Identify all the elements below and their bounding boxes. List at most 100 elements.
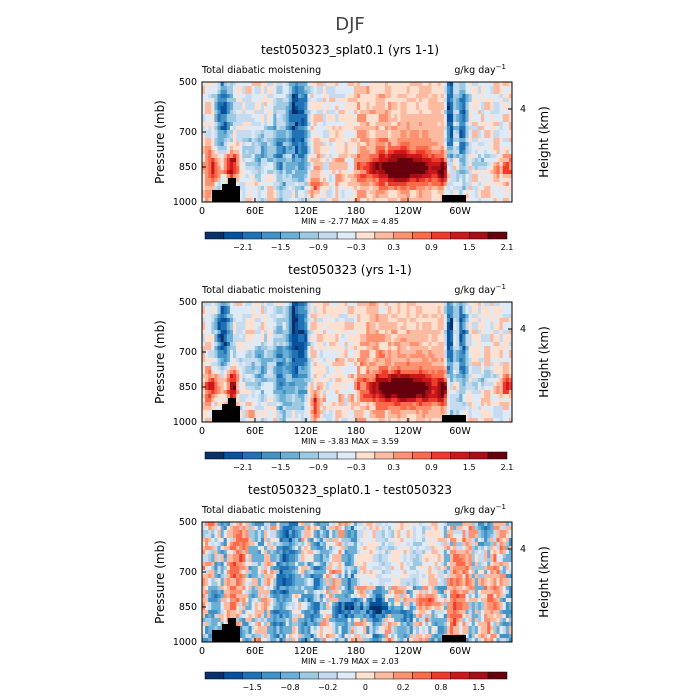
heatmap-cell — [363, 102, 367, 107]
heatmap-cell — [344, 322, 349, 327]
heatmap-cell — [248, 374, 252, 379]
heatmap-cell — [378, 138, 383, 143]
heatmap-cell — [223, 126, 228, 131]
heatmap-cell — [350, 346, 355, 351]
heatmap-cell — [251, 366, 256, 371]
heatmap-cell — [496, 334, 500, 339]
heatmap-cell — [450, 90, 454, 95]
heatmap-cell — [245, 318, 249, 323]
heatmap-cell — [357, 374, 361, 379]
heatmap-cell — [459, 330, 463, 335]
heatmap-cell — [357, 102, 361, 107]
heatmap-cell — [484, 82, 488, 87]
heatmap-cell — [282, 338, 287, 343]
heatmap-cell — [434, 146, 438, 151]
heatmap-cell — [508, 326, 513, 331]
heatmap-cell — [233, 374, 237, 379]
heatmap-cell — [211, 166, 215, 171]
heatmap-cell — [446, 82, 451, 87]
heatmap-cell — [391, 330, 395, 335]
heatmap-cell — [397, 122, 401, 127]
heatmap-cell — [508, 166, 513, 171]
heatmap-cell — [502, 154, 507, 159]
heatmap-cell — [332, 110, 336, 115]
heatmap-cell — [285, 174, 290, 179]
heatmap-cell — [245, 122, 249, 127]
heatmap-cell — [425, 354, 429, 359]
heatmap-cell — [471, 342, 476, 347]
heatmap-cell — [440, 178, 445, 183]
heatmap-cell — [450, 310, 454, 315]
heatmap-cell — [329, 318, 333, 323]
heatmap-cell — [329, 194, 333, 199]
heatmap-cell — [326, 310, 330, 315]
heatmap-cell — [409, 142, 414, 147]
heatmap-cell — [357, 354, 361, 359]
heatmap-cell — [388, 178, 392, 183]
heatmap-cell — [459, 314, 463, 319]
heatmap-cell — [282, 374, 287, 379]
heatmap-cell — [270, 306, 274, 311]
heatmap-cell — [372, 198, 376, 203]
heatmap-cell — [403, 310, 407, 315]
heatmap-cell — [496, 374, 500, 379]
heatmap-cell — [406, 194, 411, 199]
heatmap-cell — [508, 90, 513, 95]
heatmap-cell — [468, 94, 473, 99]
heatmap-cell — [415, 178, 420, 183]
heatmap-cell — [295, 346, 299, 351]
heatmap-cell — [363, 98, 367, 103]
heatmap-cell — [295, 94, 299, 99]
heatmap-cell — [415, 306, 420, 311]
heatmap-cell — [214, 142, 218, 147]
heatmap-cell — [508, 138, 513, 143]
heatmap-cell — [202, 154, 206, 159]
heatmap-cell — [260, 106, 265, 111]
heatmap-cell — [335, 334, 339, 339]
heatmap-cell — [450, 158, 454, 163]
heatmap-cell — [322, 362, 327, 367]
heatmap-cell — [205, 194, 209, 199]
heatmap-cell — [381, 302, 386, 307]
heatmap-cell — [484, 150, 488, 155]
heatmap-cell — [344, 302, 349, 307]
heatmap-cell — [291, 318, 296, 323]
heatmap-cell — [316, 146, 321, 151]
heatmap-cell — [233, 150, 237, 155]
heatmap-cell — [298, 190, 302, 195]
heatmap-cell — [394, 370, 398, 375]
heatmap-cell — [419, 94, 423, 99]
heatmap-cell — [481, 126, 485, 131]
heatmap-cell — [375, 334, 380, 339]
heatmap-cell — [267, 106, 271, 111]
heatmap-cell — [388, 354, 392, 359]
heatmap-cell — [400, 334, 404, 339]
heatmap-cell — [487, 342, 491, 347]
heatmap-cell — [335, 350, 339, 355]
heatmap-cell — [338, 98, 342, 103]
heatmap-cell — [338, 374, 342, 379]
heatmap-cell — [276, 342, 280, 347]
heatmap-cell — [369, 358, 373, 363]
heatmap-cell — [301, 126, 305, 131]
x-tick-label: 120E — [294, 206, 318, 217]
heatmap-cell — [419, 130, 423, 135]
heatmap-cell — [388, 162, 392, 167]
heatmap-cell — [202, 86, 206, 91]
heatmap-cell — [248, 338, 252, 343]
heatmap-cell — [366, 94, 370, 99]
heatmap-cell — [322, 198, 327, 203]
heatmap-cell — [465, 358, 469, 363]
heatmap-cell — [350, 302, 355, 307]
heatmap-cell — [260, 198, 265, 203]
heatmap-cell — [372, 354, 376, 359]
heatmap-cell — [437, 198, 442, 203]
heatmap-cell — [381, 90, 386, 95]
heatmap-cell — [434, 366, 438, 371]
heatmap-cell — [440, 102, 445, 107]
heatmap-cell — [450, 174, 454, 179]
heatmap-cell — [338, 334, 342, 339]
heatmap-cell — [332, 346, 336, 351]
heatmap-cell — [508, 170, 513, 175]
heatmap-cell — [465, 182, 469, 187]
